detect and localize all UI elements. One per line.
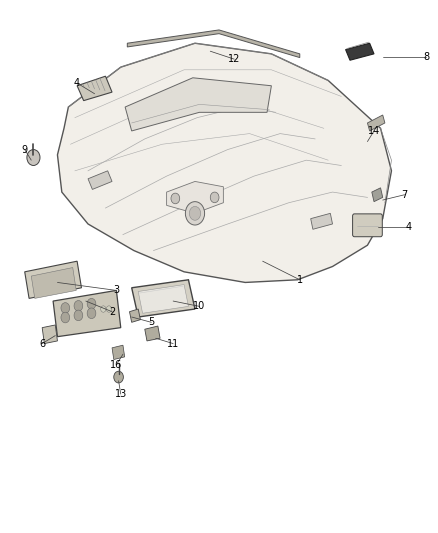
Polygon shape <box>42 325 57 344</box>
Polygon shape <box>127 30 300 58</box>
FancyBboxPatch shape <box>353 214 382 237</box>
Text: 13: 13 <box>115 389 127 399</box>
Text: 4: 4 <box>406 222 412 232</box>
Circle shape <box>210 192 219 203</box>
Text: 11: 11 <box>167 338 179 349</box>
Polygon shape <box>112 345 125 360</box>
Polygon shape <box>311 213 332 229</box>
Circle shape <box>171 193 180 204</box>
Circle shape <box>61 312 70 323</box>
Circle shape <box>185 201 205 225</box>
Polygon shape <box>346 43 374 60</box>
Polygon shape <box>372 188 383 201</box>
Polygon shape <box>145 326 160 341</box>
Polygon shape <box>138 285 188 313</box>
Text: 5: 5 <box>148 317 155 327</box>
Circle shape <box>27 150 40 165</box>
Circle shape <box>106 306 112 312</box>
Text: 16: 16 <box>110 360 123 370</box>
Circle shape <box>61 303 70 313</box>
Circle shape <box>87 308 96 319</box>
Polygon shape <box>77 76 112 101</box>
Polygon shape <box>53 290 121 337</box>
Polygon shape <box>31 268 76 298</box>
Text: 7: 7 <box>402 190 408 200</box>
Text: 6: 6 <box>39 338 45 349</box>
Text: 10: 10 <box>193 301 205 311</box>
Text: 9: 9 <box>21 144 28 155</box>
Polygon shape <box>367 115 385 131</box>
Text: 12: 12 <box>228 54 240 64</box>
Text: 1: 1 <box>297 275 303 285</box>
Polygon shape <box>132 280 195 317</box>
Polygon shape <box>130 309 141 322</box>
Polygon shape <box>166 181 223 213</box>
Text: 4: 4 <box>74 78 80 88</box>
Circle shape <box>87 298 96 309</box>
Text: 8: 8 <box>424 52 429 61</box>
Text: 14: 14 <box>368 126 380 136</box>
Polygon shape <box>57 43 392 282</box>
Polygon shape <box>88 171 112 189</box>
Polygon shape <box>125 78 272 131</box>
Text: 2: 2 <box>109 306 115 317</box>
Text: 3: 3 <box>113 286 120 295</box>
Circle shape <box>74 301 83 311</box>
Circle shape <box>189 206 201 220</box>
Polygon shape <box>25 261 81 298</box>
Circle shape <box>74 310 83 321</box>
Circle shape <box>101 306 106 312</box>
Circle shape <box>114 371 124 383</box>
